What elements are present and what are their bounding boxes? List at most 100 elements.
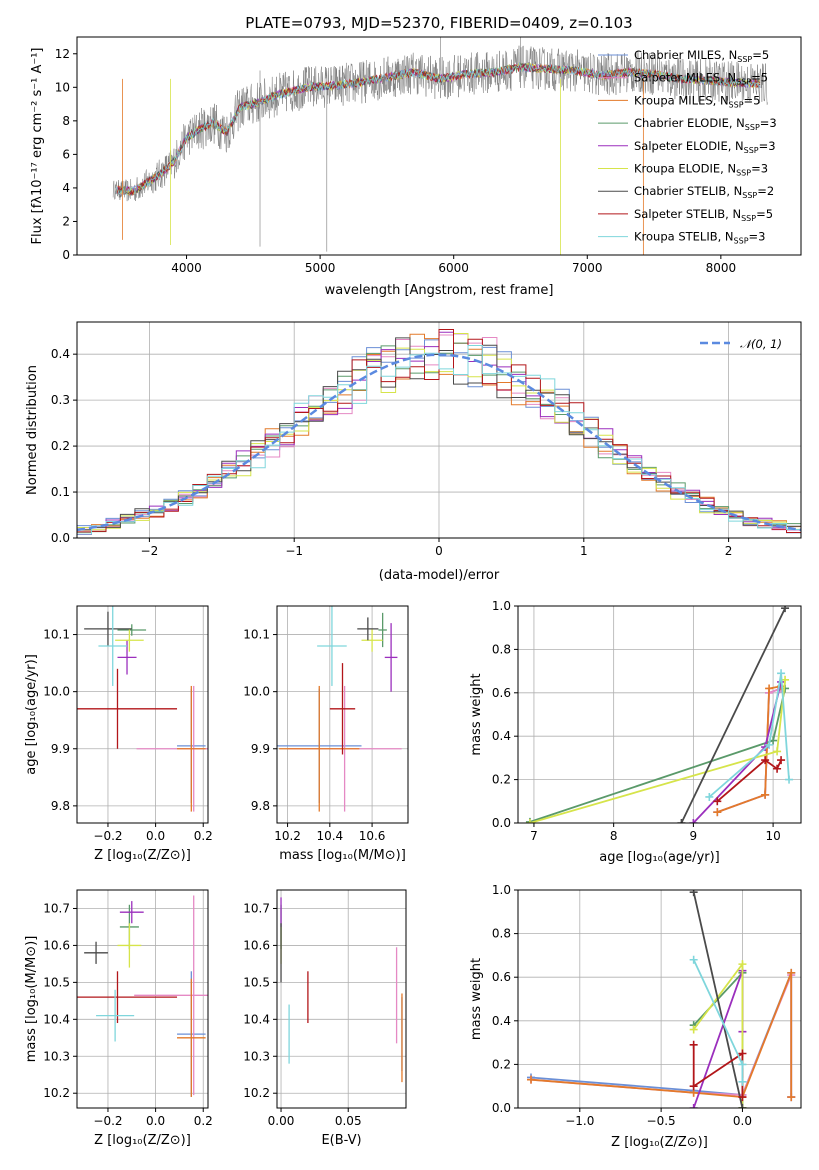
x-axis-label: mass [log₁₀(M/M⊙)] bbox=[279, 848, 406, 863]
legend-entry-subscript: SSP bbox=[734, 237, 749, 246]
x-axis-label: age [log₁₀(age/yr)] bbox=[599, 850, 720, 865]
y-tick-label: 12 bbox=[55, 47, 70, 61]
y-tick-label: 1.0 bbox=[492, 883, 511, 897]
legend: 𝒩(0, 1) bbox=[700, 337, 782, 351]
axes-residuals: −2 −1 0 1 2 0.0 0.1 0.2 0.3 0.4 (data-model)/error… bbox=[25, 321, 802, 583]
y-axis-label: mass weight bbox=[469, 673, 484, 755]
axes-age-vs-Z: −0.2 0.0 0.2 9.8 9.9 10.0 10.1 Z [log₁₀(Z/Z⊙)] a… bbox=[24, 605, 213, 863]
weight-marker bbox=[773, 764, 782, 773]
y-tick-label: 10.4 bbox=[243, 1012, 270, 1026]
y-tick-label: 9.8 bbox=[51, 799, 70, 813]
plot-area bbox=[112, 37, 768, 255]
data-point-kroupa_stelib bbox=[317, 606, 347, 686]
weight-marker bbox=[787, 1093, 796, 1102]
legend-entry-value: =3 bbox=[759, 139, 776, 153]
data-point-salpeter_elodie bbox=[119, 901, 144, 924]
grid bbox=[277, 890, 406, 1108]
axes-frame bbox=[276, 889, 407, 1109]
legend-entry-value: =3 bbox=[751, 162, 768, 176]
weight-series-kroupa_stelib bbox=[689, 955, 747, 1086]
x-tick-label: −1.0 bbox=[565, 1114, 594, 1128]
weight-marker bbox=[689, 819, 698, 823]
y-tick-label: 10.6 bbox=[43, 938, 70, 952]
y-tick-label: 2 bbox=[62, 214, 70, 228]
y-tick-label: 10.3 bbox=[43, 1049, 70, 1063]
weight-marker bbox=[689, 1082, 698, 1091]
x-tick-label: 0.00 bbox=[268, 1114, 295, 1128]
y-tick-label: 0 bbox=[62, 248, 70, 262]
legend-entry-subscript: SSP bbox=[741, 214, 756, 223]
legend-entry-subscript: SSP bbox=[736, 169, 751, 178]
legend-entry: Kroupa MILES, NSSP=5 bbox=[634, 93, 760, 109]
y-tick-label: 6 bbox=[62, 147, 70, 161]
x-axis-label: E(B-V) bbox=[321, 1133, 361, 1148]
weight-marker bbox=[738, 1093, 747, 1102]
axes-frame bbox=[76, 605, 209, 824]
legend-entry-text: Salpeter ELODIE, N bbox=[634, 139, 744, 153]
x-tick-label: 10.4 bbox=[316, 829, 343, 843]
x-axis-label: (data-model)/error bbox=[379, 568, 500, 583]
axes-frame bbox=[517, 605, 802, 824]
model-spectrum-kroupa_elodie bbox=[115, 62, 761, 196]
legend-entry-value: =5 bbox=[756, 207, 773, 221]
data-point-kroupa_elodie bbox=[115, 628, 144, 652]
x-tick-label: 10.2 bbox=[274, 829, 301, 843]
legend-entry: Salpeter MILES, NSSP=5 bbox=[634, 71, 768, 87]
y-axis-label: Normed distribution bbox=[25, 365, 40, 495]
grid bbox=[77, 606, 208, 823]
legend-entry: Kroupa ELODIE, NSSP=3 bbox=[634, 162, 768, 178]
grid bbox=[77, 322, 801, 538]
y-tick-label: 10.2 bbox=[243, 1086, 270, 1100]
y-tick-label: 10.0 bbox=[43, 685, 70, 699]
weight-marker bbox=[738, 1104, 747, 1108]
legend-entry: Chabrier STELIB, NSSP=2 bbox=[634, 184, 774, 200]
plot-area bbox=[77, 322, 801, 538]
x-tick-label: 9 bbox=[690, 829, 698, 843]
data-point-salpeter_stelib bbox=[77, 668, 178, 749]
x-tick-label: 0.2 bbox=[194, 1114, 213, 1128]
y-tick-label: 0.4 bbox=[51, 347, 70, 361]
weight-series-salpeter_stelib bbox=[713, 756, 786, 806]
y-tick-label: 10.4 bbox=[43, 1012, 70, 1026]
y-tick-label: 0.6 bbox=[492, 686, 511, 700]
weight-marker bbox=[761, 756, 770, 765]
weight-series-chabrier_elodie bbox=[525, 684, 790, 823]
axes-frame bbox=[517, 889, 802, 1109]
weight-marker bbox=[689, 955, 698, 964]
weight-series-chabrier_stelib bbox=[677, 606, 790, 823]
data-point-kroupa_miles bbox=[279, 685, 360, 812]
residual-histogram-kroupa_stelib bbox=[77, 345, 801, 535]
x-tick-label: −0.2 bbox=[93, 829, 122, 843]
weight-marker bbox=[525, 819, 534, 823]
y-tick-label: 4 bbox=[62, 181, 70, 195]
legend-entry-value: =5 bbox=[752, 48, 769, 62]
axes-weight-vs-age: 7 8 9 10 0.0 0.2 0.4 0.6 0.8 1.0 age [log₁₀(age/yr… bbox=[469, 599, 802, 865]
y-tick-label: 0.8 bbox=[492, 642, 511, 656]
weight-marker bbox=[773, 747, 782, 756]
legend-entry-value: =5 bbox=[751, 71, 768, 85]
weight-marker bbox=[777, 669, 786, 678]
y-tick-label: 10.1 bbox=[43, 628, 70, 642]
y-tick-label: 10.6 bbox=[243, 938, 270, 952]
legend-entry-value: =3 bbox=[760, 116, 777, 130]
y-tick-label: 0.2 bbox=[492, 1057, 511, 1071]
axes-age-vs-mass: 10.2 10.4 10.6 9.8 9.9 10.0 10.1 mass [log₁₀(M/… bbox=[243, 605, 409, 863]
data-point-kroupa_miles bbox=[177, 978, 206, 1097]
x-axis-label: wavelength [Angstrom, rest frame] bbox=[325, 283, 554, 298]
legend-entry: Salpeter ELODIE, NSSP=3 bbox=[634, 139, 776, 155]
x-tick-label: 0 bbox=[435, 544, 443, 558]
axes-frame bbox=[276, 605, 409, 824]
y-tick-label: 10.5 bbox=[43, 975, 70, 989]
x-tick-label: 10 bbox=[765, 829, 780, 843]
data-point-kroupa_stelib bbox=[96, 989, 135, 1042]
y-tick-label: 10.0 bbox=[243, 685, 270, 699]
y-tick-label: 0.4 bbox=[492, 1014, 511, 1028]
axes-mass-vs-EBV: 0.00 0.05 10.2 10.3 10.4 10.5 10.6 10.7 E(B-V) bbox=[243, 889, 407, 1148]
y-tick-label: 10.1 bbox=[243, 628, 270, 642]
x-axis-label: Z [log₁₀(Z/Z⊙)] bbox=[611, 1135, 708, 1150]
weight-line bbox=[692, 892, 744, 1108]
weight-marker bbox=[777, 756, 786, 765]
weight-series-kroupa_stelib bbox=[705, 669, 794, 801]
weight-line bbox=[692, 970, 744, 1108]
